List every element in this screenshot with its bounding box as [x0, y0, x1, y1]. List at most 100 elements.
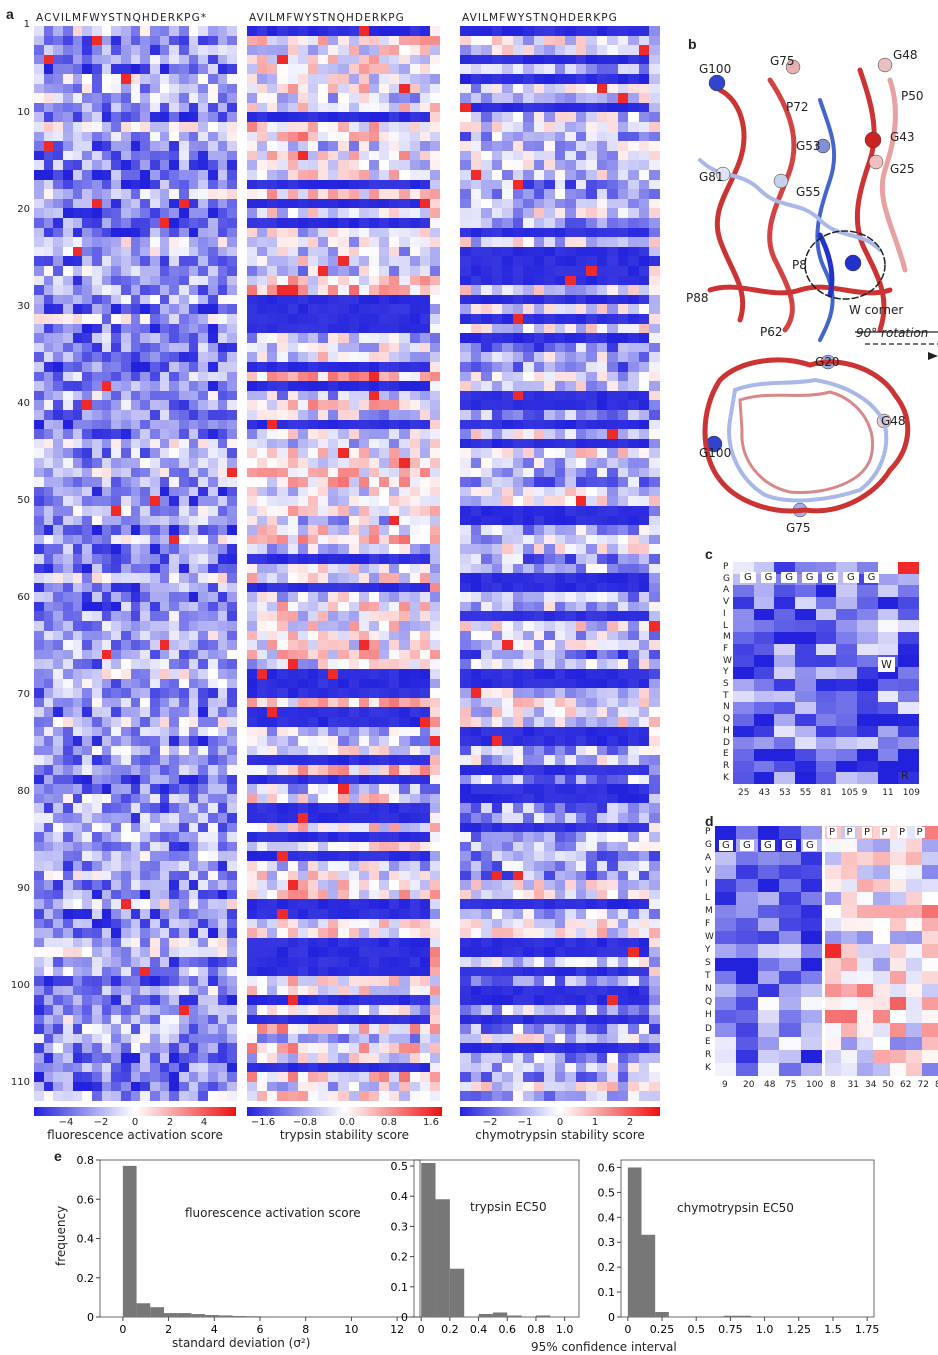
- heat-cell: [328, 621, 339, 632]
- heat-cell: [368, 678, 380, 689]
- heat-cell: [257, 909, 268, 920]
- heat-cell: [72, 601, 83, 612]
- heat-cell: [297, 688, 309, 699]
- heat-cell: [297, 889, 309, 900]
- heat-cell: [348, 121, 360, 133]
- heat-cell: [72, 573, 83, 584]
- heat-cell: [247, 688, 258, 699]
- heat-cell: [121, 515, 132, 526]
- heat-cell: [338, 841, 350, 852]
- heat-cell: [338, 745, 350, 756]
- heat-cell: [338, 179, 350, 190]
- heat-cell: [247, 726, 258, 737]
- heat-cell: [43, 813, 54, 824]
- heat-cell: [43, 457, 54, 468]
- heat-cell: [460, 237, 472, 248]
- heat-cell: [277, 83, 289, 94]
- heat-cell: [297, 995, 309, 1006]
- heat-cell: [399, 265, 411, 277]
- heat-cell: [247, 477, 258, 488]
- heat-cell: [63, 141, 74, 152]
- heat-cell: [368, 966, 380, 977]
- heat-cell: [101, 227, 112, 238]
- heat-cell: [429, 937, 441, 948]
- heat-cell: [198, 717, 209, 728]
- heat-cell: [111, 909, 122, 920]
- heat-cell: [159, 601, 170, 612]
- heat-cell: [179, 35, 190, 46]
- heat-cell: [92, 112, 103, 123]
- heat-cell: [34, 1062, 45, 1073]
- heat-cell: [34, 457, 45, 468]
- heat-cell: [338, 861, 350, 872]
- heat-cell: [150, 352, 161, 363]
- heat-cell: [63, 486, 74, 497]
- heat-cell: [111, 525, 122, 536]
- heat-cell: [72, 525, 83, 536]
- heat-cell: [130, 35, 141, 46]
- heat-cell: [267, 851, 278, 862]
- heat-cell: [247, 755, 258, 766]
- heat-cell: [43, 323, 54, 334]
- heat-cell: [328, 918, 339, 929]
- heat-cell: [348, 889, 360, 900]
- heat-cell: [188, 505, 199, 516]
- heat-cell: [217, 265, 228, 277]
- heat-cell: [82, 976, 93, 987]
- heat-cell: [399, 246, 411, 257]
- heat-cell: [217, 285, 228, 296]
- heat-cell: [277, 592, 289, 603]
- heat-cell: [140, 102, 151, 113]
- heat-cell: [217, 1081, 228, 1092]
- heat-cell: [247, 265, 258, 277]
- heat-cell: [368, 304, 380, 315]
- heat-cell: [257, 121, 268, 133]
- heat-cell: [565, 227, 577, 238]
- heat-cell: [429, 784, 441, 795]
- heat-cell: [348, 621, 360, 632]
- heat-cell: [130, 688, 141, 699]
- heat-cell: [92, 861, 103, 872]
- heat-cell: [389, 611, 400, 622]
- heat-cell: [34, 928, 45, 939]
- heat-cell: [617, 208, 629, 219]
- heat-cell: [379, 525, 390, 536]
- heat-cell: [188, 313, 199, 325]
- heat-cell: [607, 141, 619, 152]
- heat-cell: [460, 150, 472, 161]
- fluorescence-heatmap: [34, 26, 238, 1102]
- heat-cell: [328, 496, 339, 507]
- heat-cell: [34, 544, 45, 555]
- heat-cell: [544, 54, 556, 65]
- heat-cell: [208, 1043, 219, 1054]
- heat-cell: [34, 83, 45, 94]
- heat-cell: [277, 1091, 289, 1102]
- heat-cell: [379, 1033, 390, 1044]
- heat-cell: [338, 189, 350, 200]
- heat-cell: [358, 803, 370, 814]
- heat-cell: [338, 957, 350, 968]
- heat-cell: [198, 160, 209, 171]
- heat-cell: [43, 102, 54, 113]
- heat-cell: [307, 496, 319, 507]
- heat-cell: [297, 237, 309, 248]
- heat-cell: [338, 592, 350, 603]
- heat-cell: [150, 189, 161, 200]
- heat-cell: [358, 582, 370, 593]
- heat-cell: [409, 947, 421, 958]
- heat-cell: [159, 995, 170, 1006]
- heat-cell: [379, 563, 390, 574]
- heat-cell: [150, 342, 161, 353]
- heat-cell: [287, 371, 299, 382]
- heat-cell: [92, 640, 103, 651]
- heat-cell: [368, 640, 380, 651]
- heat-cell: [267, 957, 278, 968]
- heat-cell: [287, 726, 299, 737]
- heat-cell: [101, 630, 112, 641]
- heat-cell: [409, 937, 421, 948]
- heat-cell: [429, 928, 441, 939]
- heat-cell: [318, 928, 329, 939]
- heat-cell: [338, 937, 350, 948]
- heat-cell: [111, 150, 122, 161]
- heat-cell: [565, 189, 577, 200]
